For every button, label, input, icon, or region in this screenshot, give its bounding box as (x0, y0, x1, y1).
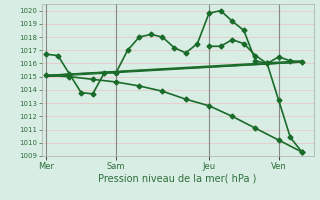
X-axis label: Pression niveau de la mer( hPa ): Pression niveau de la mer( hPa ) (99, 173, 257, 183)
